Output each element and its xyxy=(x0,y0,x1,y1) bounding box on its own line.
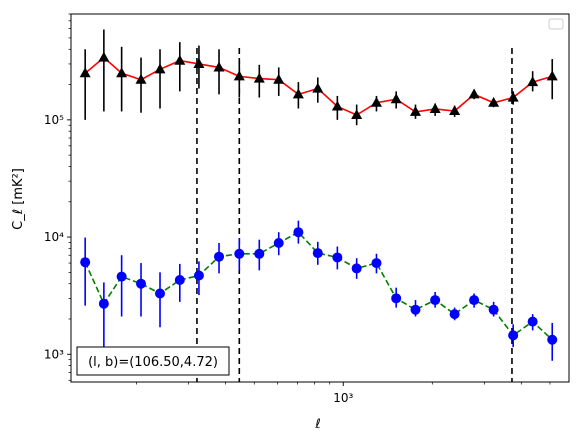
data-point-circle xyxy=(136,278,147,289)
data-point-triangle xyxy=(351,109,363,120)
y-tick-label: 10⁵ xyxy=(44,113,64,127)
data-point-circle xyxy=(254,248,265,259)
data-point-circle xyxy=(351,263,362,274)
data-point-circle xyxy=(391,293,402,304)
data-point-triangle xyxy=(79,67,91,78)
data-point-triangle xyxy=(292,88,304,99)
data-point-triangle xyxy=(390,93,402,104)
data-point-circle xyxy=(469,295,480,306)
data-point-triangle xyxy=(468,88,480,99)
data-point-circle xyxy=(312,248,323,259)
data-point-circle xyxy=(508,330,519,341)
data-point-circle xyxy=(488,304,499,315)
annotation-box: (l, b)=(106.50,4.72) xyxy=(76,346,230,376)
y-tick-label: 10³ xyxy=(44,347,64,361)
data-point-circle xyxy=(193,270,204,281)
data-point-triangle xyxy=(429,103,441,113)
data-point-circle xyxy=(174,275,185,286)
data-point-circle xyxy=(547,334,558,345)
data-point-circle xyxy=(234,248,245,259)
data-point-triangle xyxy=(546,70,558,81)
data-point-triangle xyxy=(154,63,166,74)
y-tick-label: 10⁴ xyxy=(44,230,64,244)
data-point-circle xyxy=(293,227,304,238)
data-point-triangle xyxy=(449,105,461,116)
data-point-circle xyxy=(214,251,225,262)
data-point-triangle xyxy=(98,51,110,62)
data-point-circle xyxy=(155,288,166,299)
data-point-circle xyxy=(430,295,441,306)
data-point-circle xyxy=(116,271,127,282)
data-point-circle xyxy=(332,252,343,263)
data-point-triangle xyxy=(488,96,500,107)
annotation-text: (l, b)=(106.50,4.72) xyxy=(88,355,218,370)
legend-box xyxy=(548,18,564,30)
data-point-triangle xyxy=(507,91,519,102)
data-point-circle xyxy=(371,258,382,269)
data-point-triangle xyxy=(527,76,539,87)
data-point-triangle xyxy=(135,73,147,84)
data-point-triangle xyxy=(253,72,265,83)
data-point-circle xyxy=(80,257,91,268)
y-axis-label: C_ℓ [mK²] xyxy=(11,168,26,230)
data-point-triangle xyxy=(116,67,128,78)
data-point-circle xyxy=(449,309,460,320)
data-point-triangle xyxy=(233,70,245,81)
plot-frame xyxy=(70,13,570,383)
data-point-circle xyxy=(410,304,421,315)
data-point-triangle xyxy=(213,61,225,72)
axes: 10³ 10³ 10⁴ 10⁵ xyxy=(44,13,551,405)
data-point-circle xyxy=(98,298,109,309)
x-tick-label: 10³ xyxy=(333,391,353,405)
data-point-triangle xyxy=(273,73,285,84)
x-axis-label: ℓ xyxy=(314,417,320,432)
data-point-triangle xyxy=(312,82,324,93)
data-point-triangle xyxy=(331,100,343,111)
plot-area xyxy=(79,29,558,382)
data-point-circle xyxy=(527,316,538,327)
data-point-triangle xyxy=(193,58,205,68)
data-point-circle xyxy=(273,237,284,248)
data-point-triangle xyxy=(174,54,186,65)
data-point-triangle xyxy=(370,96,382,107)
data-point-triangle xyxy=(409,106,422,116)
